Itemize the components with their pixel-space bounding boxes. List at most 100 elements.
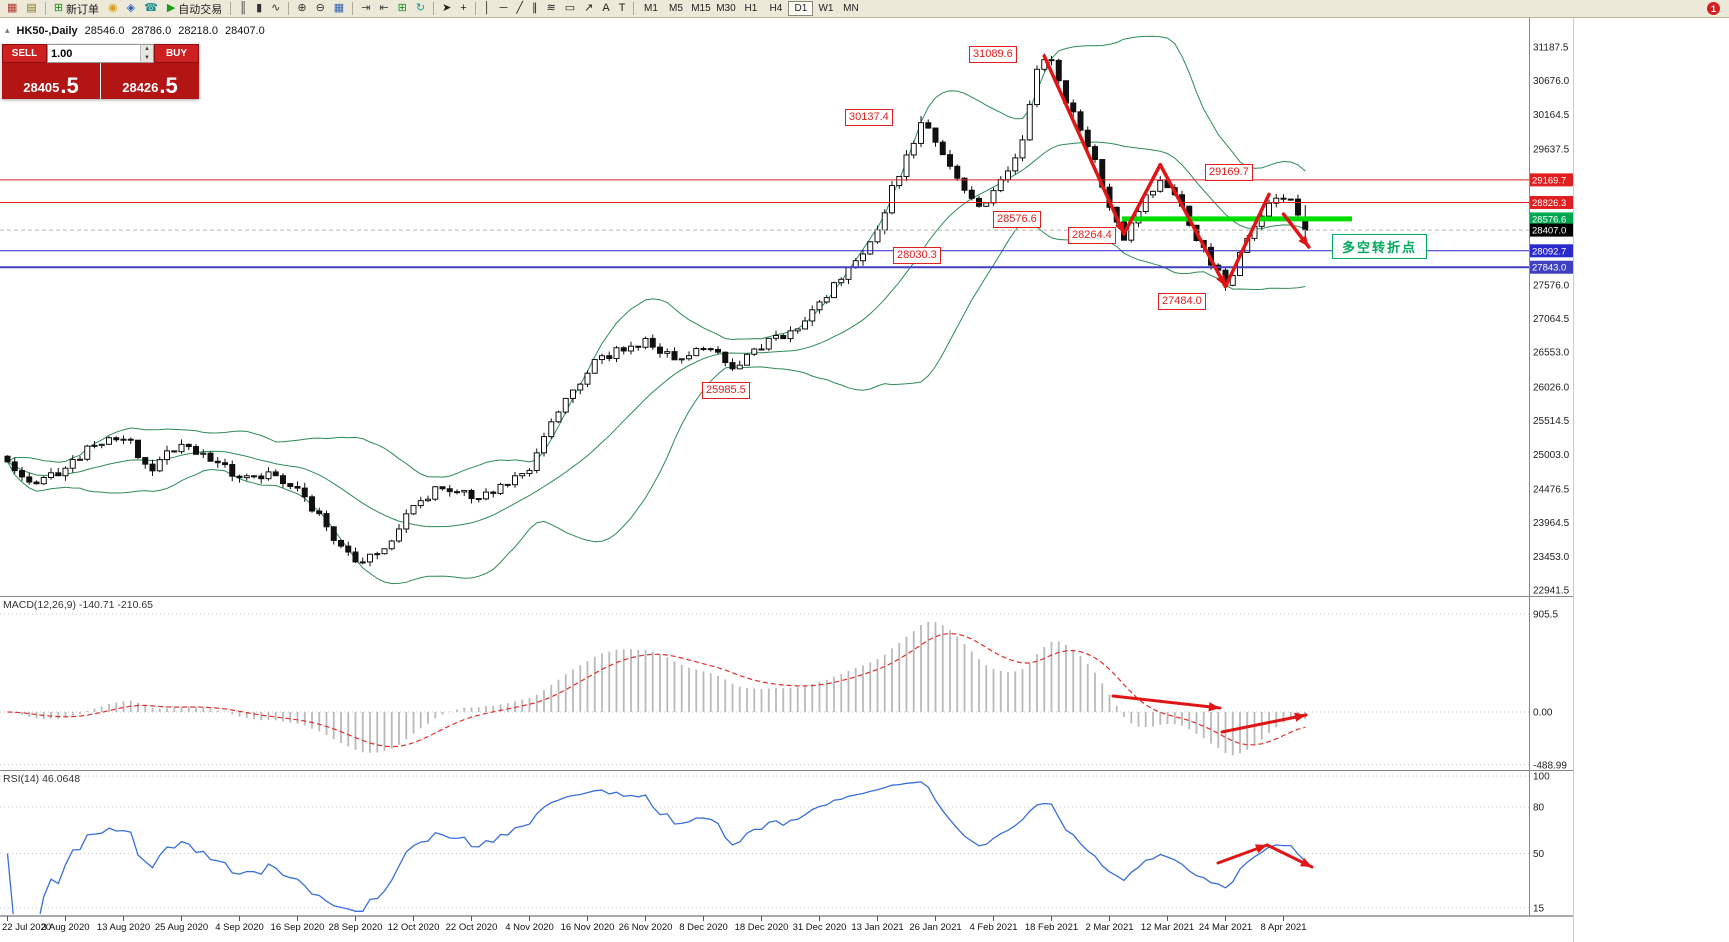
date-axis-label: 28 Sep 2020 bbox=[329, 922, 383, 933]
fibonacci-icon: ≋ bbox=[546, 2, 556, 14]
timeframe-m1-button[interactable]: M1 bbox=[644, 3, 658, 14]
price-axis-label: 27576.0 bbox=[1533, 280, 1570, 291]
trendline-icon[interactable]: ╱ bbox=[512, 1, 527, 17]
price-annotation[interactable]: 25985.5 bbox=[702, 382, 750, 399]
crosshair-icon[interactable]: + bbox=[456, 1, 470, 17]
equidistant-channel-icon[interactable]: ∥ bbox=[528, 1, 542, 17]
refresh-icon[interactable]: ↻ bbox=[412, 1, 429, 17]
price-axis-label: 31187.5 bbox=[1533, 43, 1569, 54]
rsi-axis-label: 100 bbox=[1533, 772, 1550, 783]
timeframe-d1-button[interactable]: D1 bbox=[788, 1, 814, 16]
fibonacci-icon[interactable]: ≋ bbox=[543, 1, 560, 17]
line-chart-icon[interactable]: ∿ bbox=[267, 1, 284, 17]
price-tag-bg bbox=[1530, 173, 1573, 187]
market-watch-icon[interactable]: ◉ bbox=[104, 1, 122, 17]
text-icon: A bbox=[602, 2, 610, 14]
date-axis-label: 22 Oct 2020 bbox=[446, 922, 498, 933]
date-axis-label: 2 Mar 2021 bbox=[1085, 922, 1133, 933]
price-tag-bg bbox=[1530, 260, 1573, 274]
price-annotation[interactable]: 27484.0 bbox=[1158, 293, 1206, 310]
sell-price[interactable]: 28405 .5 bbox=[2, 63, 100, 99]
horizontal-line-icon[interactable]: ─ bbox=[496, 1, 512, 17]
new-order-icon: ⊞ bbox=[53, 2, 64, 14]
price-annotation[interactable]: 30137.4 bbox=[845, 109, 893, 126]
price-annotation[interactable]: 28030.3 bbox=[893, 247, 941, 264]
auto-scroll-icon[interactable]: ⇥ bbox=[357, 1, 374, 17]
price-annotation[interactable]: 29169.7 bbox=[1205, 164, 1253, 181]
date-axis-label: 25 Aug 2020 bbox=[155, 922, 208, 933]
timeframe-m15-button[interactable]: M15 bbox=[691, 3, 711, 14]
add-indicator-icon[interactable]: ⊞ bbox=[394, 1, 411, 17]
ohlc-high: 28786.0 bbox=[131, 25, 172, 37]
rsi-axis-label: 50 bbox=[1533, 849, 1545, 860]
toolbar-separator bbox=[633, 2, 635, 15]
timeframe-m30-button[interactable]: M30 bbox=[716, 3, 736, 14]
timeframe-w1-button[interactable]: W1 bbox=[818, 3, 834, 14]
zoom-in-icon: ⊕ bbox=[297, 2, 307, 14]
terminal-icon[interactable]: ☎ bbox=[140, 1, 162, 17]
price-pane bbox=[4, 35, 1309, 585]
toolbar-separator bbox=[474, 2, 476, 15]
crosshair-icon: + bbox=[460, 2, 467, 14]
text-label-icon[interactable]: T bbox=[615, 1, 630, 17]
ohlc-bars-icon[interactable]: ║ bbox=[235, 1, 251, 17]
shapes-icon[interactable]: ▭ bbox=[561, 1, 579, 17]
profiles-icon[interactable]: ▤ bbox=[22, 1, 40, 17]
zoom-out-icon: ⊖ bbox=[315, 2, 325, 14]
timeframe-m5-button[interactable]: M5 bbox=[669, 3, 683, 14]
zoom-in-icon[interactable]: ⊕ bbox=[293, 1, 310, 17]
price-tag: 28092.7 bbox=[1532, 246, 1566, 257]
one-click-trading-panel: SELL ▲ ▼ BUY 28405 .5 28426 .5 bbox=[2, 44, 199, 99]
vertical-line-icon[interactable]: │ bbox=[480, 1, 495, 17]
new-order-button[interactable]: ⊞ 新订单 bbox=[50, 1, 103, 17]
navigator-icon[interactable]: ◈ bbox=[123, 1, 139, 17]
auto-trading-icon: ▶ bbox=[166, 2, 176, 14]
price-annotation[interactable]: 28264.4 bbox=[1068, 227, 1116, 244]
tile-windows-icon[interactable]: ▦ bbox=[330, 1, 348, 17]
notification-badge[interactable]: 1 bbox=[1707, 2, 1720, 15]
terminal-icon: ☎ bbox=[144, 2, 158, 14]
timeframe-h1-button[interactable]: H1 bbox=[744, 3, 758, 14]
shapes-icon: ▭ bbox=[564, 2, 576, 14]
price-axis-label: 22941.5 bbox=[1533, 586, 1570, 597]
sell-button[interactable]: SELL bbox=[2, 44, 47, 63]
cursor-icon[interactable]: ➤ bbox=[438, 1, 455, 17]
volume-down-button[interactable]: ▼ bbox=[141, 53, 153, 62]
date-axis-label: 8 Dec 2020 bbox=[679, 922, 728, 933]
buy-price[interactable]: 28426 .5 bbox=[101, 63, 199, 99]
chart-shift-icon[interactable]: ⇤ bbox=[375, 1, 392, 17]
auto-trading-button[interactable]: ▶ 自动交易 bbox=[163, 1, 226, 17]
new-chart-icon[interactable]: ▦ bbox=[3, 1, 21, 17]
toolbar: ▦ ▤ ⊞ 新订单 ◉ ◈ ☎ ▶ 自动交易 ║ ▮ ∿ ⊕ ⊖ ▦ ⇥ ⇤ ⊞ ↻ ➤ + │ ─ ╱ ∥ ≋ ▭ ↗ A T M1 M5 M… bbox=[0, 0, 1729, 18]
arrows-icon[interactable]: ↗ bbox=[580, 1, 597, 17]
date-axis-label: 13 Jan 2021 bbox=[851, 922, 903, 933]
new-order-button-label: 新订单 bbox=[66, 3, 100, 16]
rsi-indicator-label: RSI(14) 46.0648 bbox=[3, 773, 81, 785]
date-axis-label: 4 Sep 2020 bbox=[215, 922, 264, 933]
macd-pane bbox=[0, 613, 1529, 766]
text-label-icon: T bbox=[618, 2, 626, 14]
volume-input[interactable] bbox=[48, 45, 140, 62]
volume-up-button[interactable]: ▲ bbox=[141, 45, 153, 54]
rsi-pane bbox=[0, 775, 1529, 914]
chart-marker-icon: ▴ bbox=[5, 25, 10, 35]
candlestick-chart-icon[interactable]: ▮ bbox=[252, 1, 266, 17]
buy-price-main: 28426 bbox=[122, 80, 159, 96]
price-axis-label: 29637.5 bbox=[1533, 145, 1570, 156]
price-tag: 28826.3 bbox=[1532, 198, 1566, 209]
timeframe-h4-button[interactable]: H4 bbox=[769, 3, 783, 14]
turning-point-note[interactable]: 多空转折点 bbox=[1332, 234, 1428, 259]
price-axis-label: 27064.5 bbox=[1533, 314, 1570, 325]
buy-button[interactable]: BUY bbox=[154, 44, 199, 63]
price-annotation[interactable]: 31089.6 bbox=[969, 46, 1017, 63]
price-axis-label: 25514.5 bbox=[1533, 416, 1570, 427]
timeframe-mn-button[interactable]: MN bbox=[843, 3, 859, 14]
toolbar-separator bbox=[230, 2, 232, 15]
text-icon[interactable]: A bbox=[598, 1, 613, 17]
zoom-out-icon[interactable]: ⊖ bbox=[312, 1, 329, 17]
buy-price-frac: .5 bbox=[159, 73, 178, 99]
toolbar-separator bbox=[433, 2, 435, 15]
price-annotation[interactable]: 28576.6 bbox=[993, 211, 1041, 228]
trend-arrows bbox=[1042, 54, 1311, 289]
